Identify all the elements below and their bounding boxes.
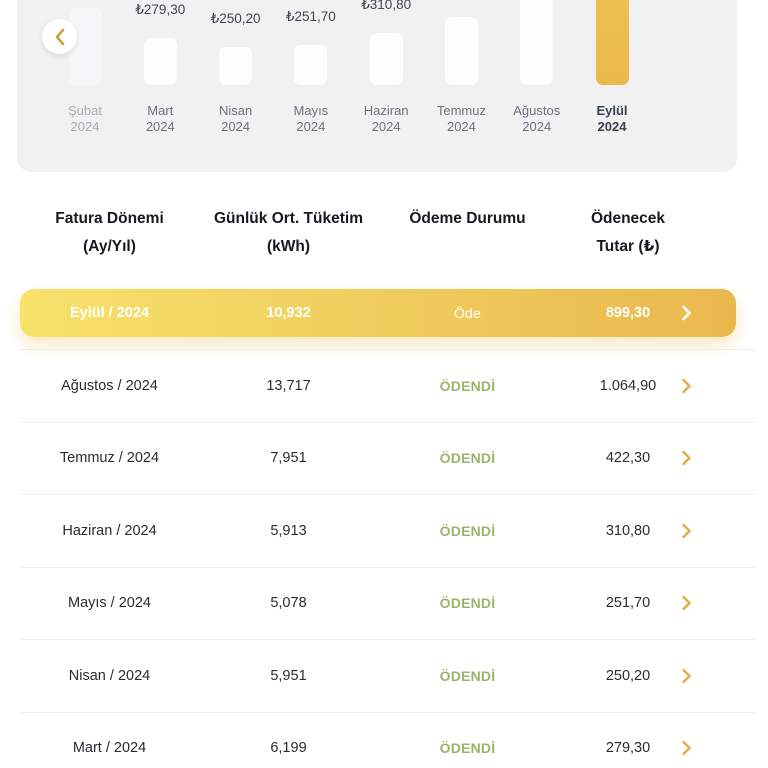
chevron-right-icon[interactable] [681,668,692,684]
header-amount: Ödenecek Tutar (₺) [590,210,666,255]
invoice-period: Haziran / 2024 [62,522,157,539]
bar-year: 2024 [597,118,627,134]
chart-prev-button[interactable] [42,19,77,54]
invoice-row[interactable]: Temmuz / 2024 7,951 ÖDENDİ 422,30 [20,421,756,495]
table-body: Eylül / 2024 10,932 Öde 899,30 Ağustos /… [20,289,756,768]
bar-month: Nisan [218,103,253,118]
bar-year: 2024 [70,118,100,134]
header-payment-status: Ödeme Durumu [409,210,526,227]
bar-month-label[interactable]: Nisan 2024 [191,103,281,134]
bar-year: 2024 [296,118,326,134]
invoice-period: Ağustos / 2024 [61,377,158,394]
invoice-amount: 251,70 [605,595,651,612]
bar-value-label: ₺279,30 [135,2,186,17]
bar-month: Mart [147,103,174,118]
invoice-period: Eylül / 2024 [70,305,149,321]
bar-value-label: ₺251,70 [285,9,336,24]
invoice-consumption: 5,951 [270,667,307,684]
invoice-consumption: 13,717 [266,377,311,394]
chart-bar[interactable] [68,8,102,85]
invoice-row[interactable]: Mayıs / 2024 5,078 ÖDENDİ 251,70 [20,566,756,640]
bar-month: Eylül [596,103,628,118]
bar-month-label[interactable]: Mayıs 2024 [266,103,356,134]
chevron-left-icon [55,28,64,45]
chart-bar[interactable] [294,45,328,85]
invoice-status[interactable]: ÖDENDİ [439,450,496,467]
invoice-row[interactable]: Ağustos / 2024 13,717 ÖDENDİ 1.064,90 [20,349,756,422]
invoice-status[interactable]: ÖDENDİ [439,667,496,684]
invoice-period: Temmuz / 2024 [59,450,160,467]
chart-bar[interactable] [520,0,554,85]
bar-month: Mayıs [293,103,329,118]
bar-month-label[interactable]: Mart 2024 [115,103,205,134]
bar-year: 2024 [522,118,552,134]
bar-month-label[interactable]: Haziran 2024 [341,103,431,134]
table-header: Fatura Dönemi (Ay/Yıl) Günlük Ort. Tüket… [20,205,736,261]
invoice-row[interactable]: Nisan / 2024 5,951 ÖDENDİ 250,20 [20,639,756,712]
invoice-consumption: 7,951 [270,450,307,467]
bar-month-label[interactable]: Temmuz 2024 [416,103,506,134]
header-consumption: Günlük Ort. Tüketim (kWh) [214,210,363,255]
chart-bar[interactable] [143,38,177,85]
bar-value-label: ₺250,20 [210,11,261,26]
chevron-right-icon[interactable] [681,523,692,539]
bar-month-label[interactable]: Şubat 2024 [40,103,130,134]
invoice-consumption: 5,078 [270,595,307,612]
invoice-amount: 899,30 [605,305,651,321]
invoice-amount: 310,80 [605,522,651,539]
bar-month: Temmuz [436,103,486,118]
invoice-consumption: 6,199 [270,740,307,757]
bar-year: 2024 [145,118,175,134]
invoice-row[interactable]: Eylül / 2024 10,932 Öde 899,30 [20,289,736,337]
chart-bar[interactable] [219,47,253,85]
invoice-amount: 422,30 [605,450,651,467]
chart-bar[interactable] [369,33,403,85]
billing-history-chart-panel [17,0,737,172]
chevron-right-icon[interactable] [681,450,692,466]
invoice-consumption: 10,932 [266,305,311,321]
chart-bar[interactable] [444,17,478,85]
bar-month-label[interactable]: Ağustos 2024 [492,103,582,134]
bar-month: Haziran [363,103,409,118]
chart-bar[interactable] [595,0,629,85]
invoice-period: Mart / 2024 [72,740,147,757]
invoice-row[interactable]: Mart / 2024 6,199 ÖDENDİ 279,30 [20,711,756,768]
chevron-right-icon[interactable] [681,305,692,321]
invoice-status[interactable]: ÖDENDİ [439,522,496,539]
chevron-right-icon[interactable] [681,595,692,611]
invoice-status[interactable]: ÖDENDİ [439,740,496,757]
invoice-status[interactable]: ÖDENDİ [439,377,496,394]
invoice-status[interactable]: Öde [453,305,482,321]
invoice-period: Nisan / 2024 [68,667,151,684]
bar-month: Şubat [68,103,102,118]
bar-year: 2024 [446,118,476,134]
header-period: Fatura Dönemi (Ay/Yıl) [55,210,164,255]
bar-month-label[interactable]: Eylül 2024 [567,103,657,134]
bar-month: Ağustos [513,103,561,118]
bar-year: 2024 [371,118,401,134]
invoice-period: Mayıs / 2024 [67,595,151,612]
chevron-right-icon[interactable] [681,378,692,394]
invoice-amount: 250,20 [605,667,651,684]
invoice-amount: 279,30 [605,740,651,757]
invoice-row[interactable]: Haziran / 2024 5,913 ÖDENDİ 310,80 [20,494,756,567]
invoice-consumption: 5,913 [270,522,307,539]
invoice-status[interactable]: ÖDENDİ [439,595,496,612]
chevron-right-icon[interactable] [681,740,692,756]
bar-value-label: ₺310,80 [361,0,412,12]
invoice-amount: 1.064,90 [599,377,657,394]
bar-year: 2024 [221,118,251,134]
